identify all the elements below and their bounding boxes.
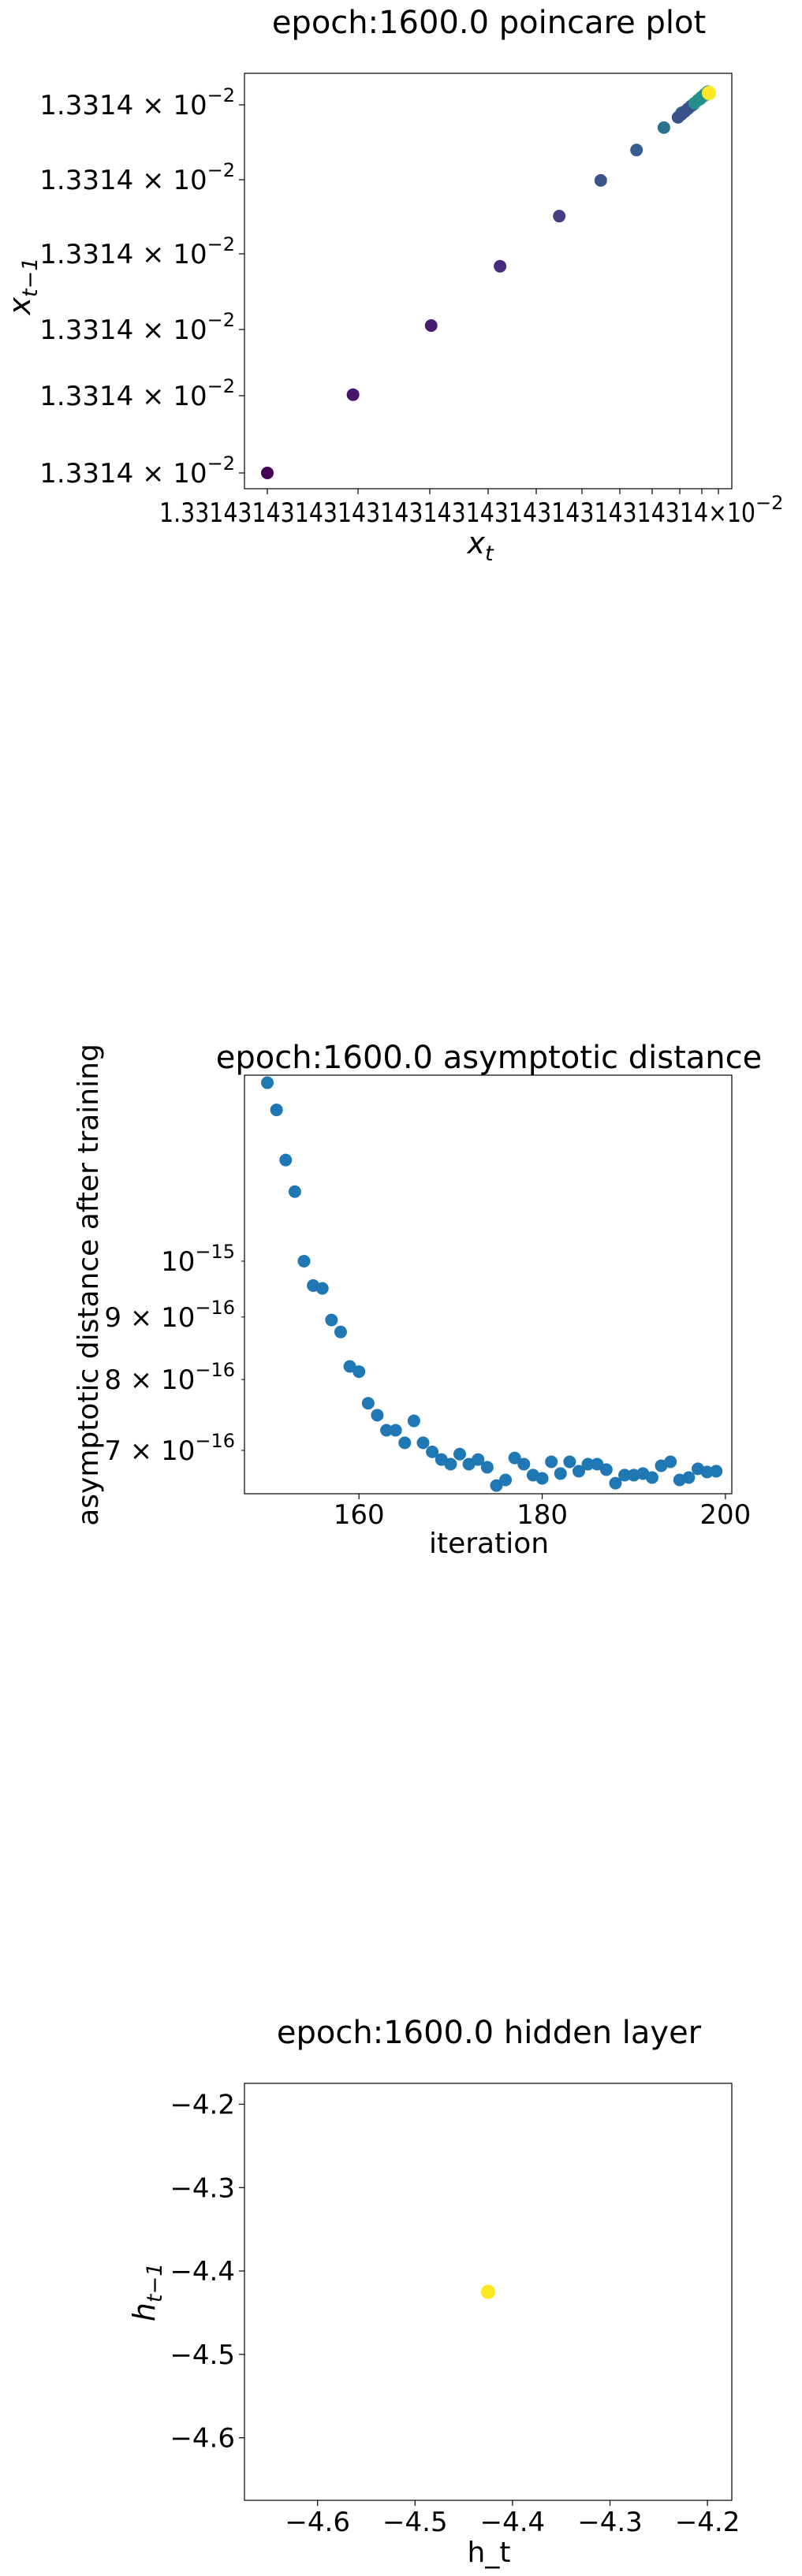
y-axis-label: asymptotic distance after training	[73, 1044, 105, 1526]
data-point	[682, 1471, 696, 1484]
x-tick-label: 180	[517, 1499, 568, 1531]
data-point	[261, 1076, 274, 1089]
data-point	[609, 1476, 622, 1490]
data-point	[700, 1465, 714, 1479]
y-tick-label: 1.3314 × 10−2	[39, 233, 235, 270]
y-tick-label: 7 × 10−16	[104, 1430, 235, 1467]
data-point	[288, 1185, 301, 1198]
data-point	[444, 1457, 457, 1471]
y-axis-label: ht−1	[127, 2263, 167, 2321]
y-tick-label: −4.6	[170, 2423, 235, 2455]
data-point	[380, 1424, 394, 1437]
data-point	[573, 1465, 586, 1478]
chart-title: epoch:1600.0 poincare plot	[272, 5, 706, 41]
data-point	[645, 1471, 658, 1484]
data-point	[416, 1436, 430, 1450]
data-point	[702, 86, 716, 100]
data-point	[664, 1455, 677, 1469]
x-axis-label: xt	[466, 526, 494, 566]
data-point	[472, 1453, 485, 1466]
x-tick-label: −4.2	[675, 2507, 740, 2538]
data-point	[261, 467, 274, 479]
y-tick-label: −4.4	[170, 2256, 235, 2288]
data-point	[353, 1365, 366, 1379]
data-point	[279, 1153, 293, 1167]
data-point	[424, 318, 438, 332]
data-point	[581, 1457, 595, 1471]
data-point	[270, 1104, 283, 1117]
y-tick-label: −4.5	[170, 2340, 235, 2371]
x-tick-label: −4.5	[382, 2507, 448, 2538]
plot-frame	[244, 73, 733, 490]
data-point	[398, 1436, 412, 1450]
y-tick-label: −4.2	[170, 2089, 235, 2120]
data-point	[657, 121, 670, 134]
chart-title: epoch:1600.0 hidden layer	[277, 2015, 702, 2051]
data-point	[710, 1465, 723, 1478]
plot-frame	[244, 2083, 733, 2501]
chart-title: epoch:1600.0 asymptotic distance	[216, 1040, 763, 1076]
data-point	[535, 1472, 549, 1485]
x-tick-label: 200	[699, 1499, 751, 1531]
data-point	[594, 173, 607, 187]
data-point	[297, 1254, 311, 1268]
data-point	[481, 2284, 495, 2299]
data-point	[591, 1457, 604, 1471]
data-point	[553, 210, 566, 223]
data-point	[453, 1447, 466, 1461]
data-point	[618, 1469, 632, 1482]
data-point	[426, 1445, 439, 1458]
data-point	[563, 1455, 576, 1469]
y-tick-label: 9 × 10−16	[104, 1297, 235, 1334]
y-tick-label: 1.3314 × 10−2	[39, 159, 235, 196]
data-point	[389, 1424, 402, 1437]
x-axis-label: h_t	[468, 2537, 511, 2569]
x-axis-label: iteration	[429, 1528, 549, 1560]
y-tick-label: 1.3314 × 10−2	[39, 309, 235, 346]
data-point	[599, 1463, 613, 1476]
y-tick-label: −4.3	[170, 2172, 235, 2204]
hidden-layer-chart: epoch:1600.0 hidden layer −4.6 −4.5 −4.4 −4.…	[127, 2015, 740, 2569]
y-tick-label: 1.3314 × 10−2	[39, 452, 235, 490]
y-tick-label: 8 × 10−16	[104, 1359, 235, 1396]
data-point	[494, 259, 507, 273]
plot-frame	[244, 1074, 733, 1495]
x-tick-label: −4.3	[577, 2507, 643, 2538]
data-point	[630, 143, 643, 157]
x-tick-label: 160	[334, 1499, 385, 1531]
asymptotic-distance-chart: epoch:1600.0 asymptotic distance 160 180 20…	[73, 1040, 762, 1560]
data-point	[334, 1325, 347, 1338]
data-point	[508, 1451, 521, 1465]
data-point	[480, 1461, 494, 1474]
x-tick-label: −4.4	[480, 2507, 546, 2538]
data-point	[315, 1282, 329, 1295]
data-point	[325, 1313, 338, 1327]
data-point	[407, 1414, 420, 1428]
data-point	[499, 1473, 513, 1487]
y-axis-label: xt−1	[2, 258, 43, 316]
data-point	[371, 1409, 384, 1422]
y-tick-label: 10−15	[161, 1241, 235, 1278]
data-point	[361, 1397, 375, 1410]
y-tick-label: 1.3314 × 10−2	[39, 84, 235, 121]
x-tick-labels-overlapping: 1.3314314314314314314314314314314314314×…	[159, 492, 783, 529]
data-point	[517, 1457, 531, 1471]
data-point	[346, 388, 360, 401]
y-tick-label: 1.3314 × 10−2	[39, 375, 235, 412]
data-point	[545, 1455, 558, 1469]
data-point	[554, 1467, 567, 1480]
x-tick-label: −4.6	[285, 2507, 350, 2538]
data-point	[490, 1479, 503, 1492]
data-point	[343, 1360, 356, 1373]
